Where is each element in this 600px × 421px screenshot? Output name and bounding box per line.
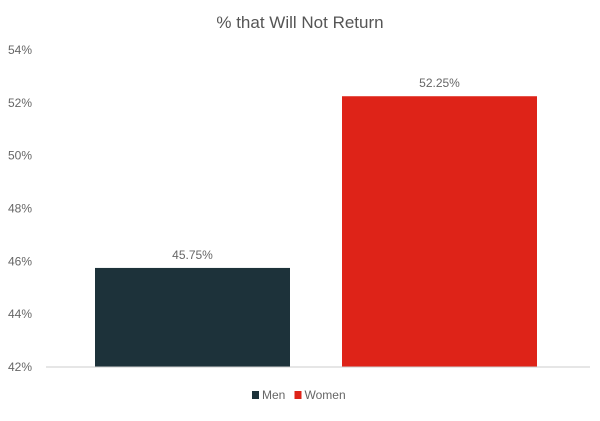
bars: 45.75% 52.25% [95,76,537,368]
bar-women [342,96,537,368]
y-tick-label: 44% [8,307,32,321]
legend-swatch [252,391,259,399]
y-tick-label: 54% [8,43,32,57]
data-label: 45.75% [172,248,213,262]
bar-men [95,267,290,367]
legend-swatch [294,391,302,399]
y-tick-label: 52% [8,96,32,110]
chart-title: % that Will Not Return [216,13,383,32]
y-tick-label: 48% [8,202,32,216]
y-tick-label: 50% [8,149,32,163]
y-tick-label: 42% [8,360,32,374]
legend-label: Men [262,388,285,402]
y-tick-label: 46% [8,254,32,268]
data-label: 52.25% [419,76,460,90]
y-axis: 42% 44% 46% 48% 50% 52% 54% [8,43,32,374]
legend: Men Women [252,388,346,402]
legend-label: Women [305,388,346,402]
